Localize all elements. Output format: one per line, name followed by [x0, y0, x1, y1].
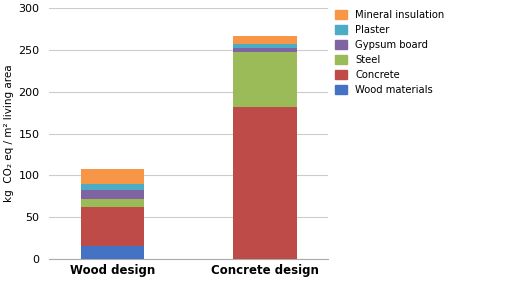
Legend: Mineral insulation, Plaster, Gypsum board, Steel, Concrete, Wood materials: Mineral insulation, Plaster, Gypsum boar… — [333, 8, 446, 97]
Bar — [81, 199, 144, 207]
Bar — [81, 207, 144, 246]
Bar — [233, 36, 296, 44]
Bar — [233, 107, 296, 259]
Y-axis label: kg  CO₂ eq / m² living area: kg CO₂ eq / m² living area — [4, 65, 14, 202]
Bar — [81, 246, 144, 259]
Bar — [233, 48, 296, 53]
Bar — [81, 184, 144, 191]
Bar — [81, 169, 144, 184]
Bar — [233, 44, 296, 48]
Bar — [233, 53, 296, 107]
Bar — [81, 191, 144, 199]
